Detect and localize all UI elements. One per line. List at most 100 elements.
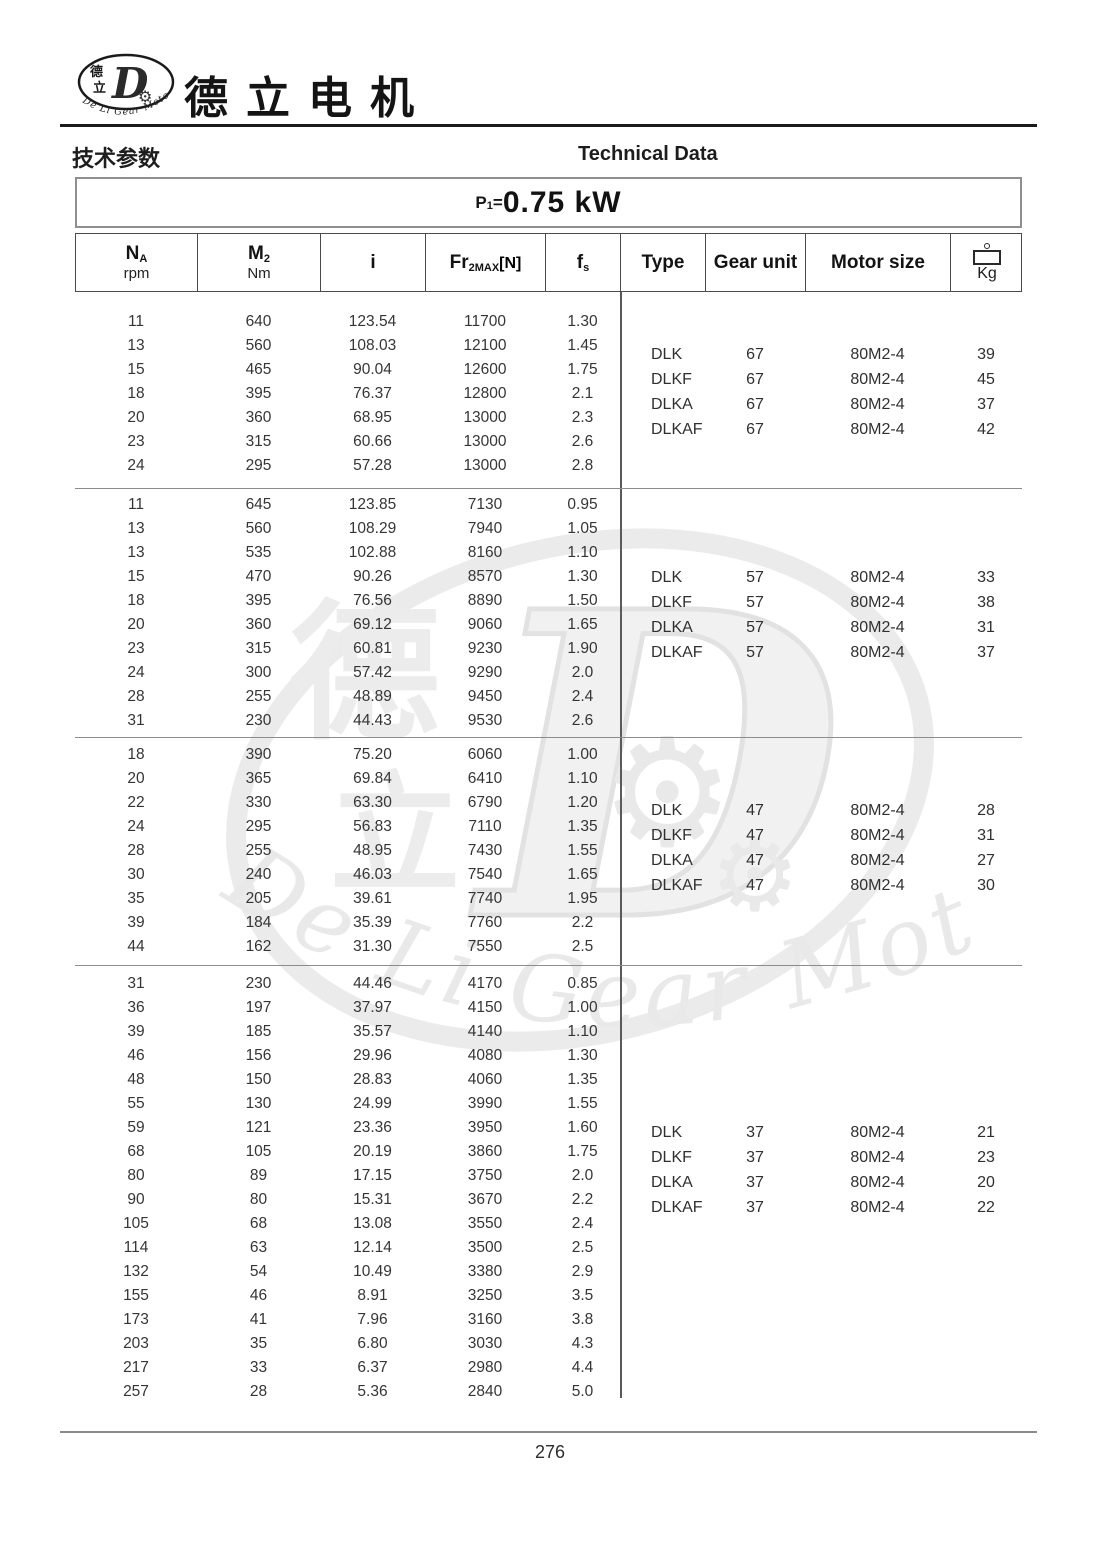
na-cell: 31 [127, 975, 145, 992]
type-row: DLKF 67 80M2-4 45 [620, 367, 1022, 392]
fs-cell: 2.4 [571, 1215, 594, 1232]
fr2max-cell: 9450 [467, 688, 503, 705]
i-cell: 35.57 [353, 1023, 392, 1040]
table-row: 155 46 8.91 3250 3.5 [75, 1284, 620, 1308]
i-cell: 48.89 [353, 688, 392, 705]
col-header-fr2max: Fr2MAX[N] [426, 234, 546, 291]
fs-cell: 2.0 [571, 664, 594, 681]
motor-size-cell: 80M2-4 [850, 593, 905, 611]
m2-cell: 197 [245, 999, 272, 1016]
kg-cell: 31 [977, 618, 995, 636]
weight-icon [984, 242, 990, 249]
fs-cell: 1.30 [567, 1047, 598, 1064]
na-cell: 18 [127, 592, 145, 609]
col-fr-sub: 2MAX [468, 261, 500, 274]
table-row: 13 535 102.88 8160 1.10 [75, 541, 620, 565]
col-motor-size-label: Motor size [831, 251, 925, 273]
power-banner: P 1 = 0.75 kW [75, 177, 1022, 228]
fs-cell: 1.00 [567, 999, 598, 1016]
fr2max-cell: 7430 [467, 842, 503, 859]
type-row: DLK 37 80M2-4 21 [620, 1120, 1022, 1145]
type-group: DLK 47 80M2-4 28 DLKF 47 80M2-4 31 DLKA 47 80M2-4 2… [620, 798, 1022, 898]
fr2max-cell: 2980 [467, 1359, 503, 1376]
fs-cell: 1.75 [567, 1143, 598, 1160]
type-row: DLKA 37 80M2-4 20 [620, 1170, 1022, 1195]
fr2max-cell: 6790 [467, 794, 503, 811]
table-row: 24 300 57.42 9290 2.0 [75, 661, 620, 685]
table-row: 203 35 6.80 3030 4.3 [75, 1332, 620, 1356]
gear-unit-cell: 57 [746, 593, 764, 611]
i-cell: 108.03 [348, 337, 397, 354]
fs-cell: 1.65 [567, 866, 598, 883]
type-column-divider [620, 292, 622, 1398]
m2-cell: 330 [245, 794, 272, 811]
kg-cell: 23 [977, 1148, 995, 1166]
m2-cell: 185 [245, 1023, 272, 1040]
m2-cell: 105 [245, 1143, 272, 1160]
section-title-cn: 技术参数 [72, 146, 161, 171]
fr2max-cell: 7740 [467, 890, 503, 907]
m2-cell: 150 [245, 1071, 272, 1088]
weight-icon [973, 249, 1001, 265]
table-row: 18 395 76.37 12800 2.1 [75, 382, 620, 406]
na-cell: 155 [123, 1287, 149, 1304]
gear-unit-cell: 47 [746, 826, 764, 844]
gear-unit-cell: 57 [746, 618, 764, 636]
i-cell: 68.95 [353, 409, 392, 426]
m2-cell: 255 [245, 688, 272, 705]
na-cell: 20 [127, 770, 145, 787]
company-logo: 德 立 D ⚙ De Li Gear Motor [74, 52, 175, 118]
fs-cell: 1.45 [567, 337, 598, 354]
kg-cell: 37 [977, 395, 995, 413]
na-cell: 46 [127, 1047, 145, 1064]
motor-size-cell: 80M2-4 [850, 1173, 905, 1191]
motor-size-cell: 80M2-4 [850, 851, 905, 869]
fs-cell: 4.4 [571, 1359, 594, 1376]
na-cell: 18 [127, 746, 145, 763]
m2-cell: 121 [245, 1119, 272, 1136]
table-row: 173 41 7.96 3160 3.8 [75, 1308, 620, 1332]
m2-cell: 465 [245, 361, 272, 378]
table-row: 13 560 108.03 12100 1.45 [75, 334, 620, 358]
na-cell: 15 [127, 361, 145, 378]
m2-cell: 640 [245, 313, 272, 330]
type-row: DLKF 37 80M2-4 23 [620, 1145, 1022, 1170]
table-row: 20 365 69.84 6410 1.10 [75, 767, 620, 791]
fs-cell: 2.3 [571, 409, 594, 426]
kg-cell: 38 [977, 593, 995, 611]
i-cell: 20.19 [353, 1143, 392, 1160]
table-row: 11 645 123.85 7130 0.95 [75, 493, 620, 517]
m2-cell: 470 [245, 568, 272, 585]
i-cell: 48.95 [353, 842, 392, 859]
motor-size-cell: 80M2-4 [850, 643, 905, 661]
fs-cell: 1.60 [567, 1119, 598, 1136]
m2-cell: 156 [245, 1047, 272, 1064]
table-row: 15 470 90.26 8570 1.30 [75, 565, 620, 589]
type-cell: DLKAF [651, 643, 703, 661]
col-header-motor-size: Motor size [806, 234, 951, 291]
m2-cell: 63 [249, 1239, 268, 1256]
na-cell: 23 [127, 640, 145, 657]
i-cell: 28.83 [353, 1071, 392, 1088]
fs-cell: 2.2 [571, 914, 594, 931]
m2-cell: 28 [249, 1383, 268, 1400]
block-rows: 18 390 75.20 6060 1.00 20 365 69.84 6410 1.10 22 33… [75, 738, 620, 959]
table-row: 80 89 17.15 3750 2.0 [75, 1164, 620, 1188]
table-block: 31 230 44.46 4170 0.85 36 197 37.97 4150 1.00 39 18… [75, 966, 1022, 1406]
type-row: DLK 67 80M2-4 39 [620, 342, 1022, 367]
na-cell: 132 [123, 1263, 149, 1280]
col-na-symbol: N [125, 242, 140, 264]
na-cell: 20 [127, 616, 145, 633]
m2-cell: 162 [245, 938, 272, 955]
col-type-label: Type [641, 251, 685, 273]
i-cell: 90.26 [353, 568, 392, 585]
col-header-na: NA rpm [76, 234, 198, 291]
i-cell: 5.36 [357, 1383, 388, 1400]
m2-cell: 645 [245, 496, 272, 513]
fs-cell: 1.30 [567, 568, 598, 585]
fs-cell: 5.0 [571, 1383, 594, 1400]
i-cell: 10.49 [353, 1263, 392, 1280]
col-na-sub: A [139, 252, 148, 265]
gear-unit-cell: 57 [746, 568, 764, 586]
gear-unit-cell: 57 [746, 643, 764, 661]
